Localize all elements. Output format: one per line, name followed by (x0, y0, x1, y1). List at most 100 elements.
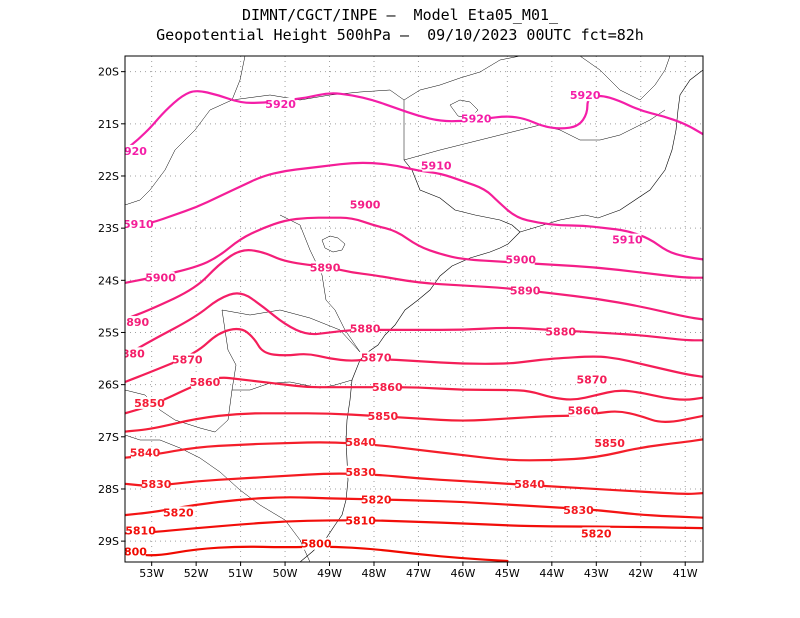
state-border (221, 309, 361, 353)
contour-label: 5810 (125, 525, 156, 538)
contour-label-bg (164, 506, 193, 519)
contour-label: 5910 (612, 234, 643, 247)
contour-label: 5910 (123, 218, 154, 231)
contour-label: 5890 (119, 316, 150, 329)
contour-label-bg (506, 253, 535, 266)
contour-label-bg (595, 437, 624, 450)
contour-5910 (125, 161, 703, 261)
contour-5870 (125, 327, 703, 384)
contour-label-bg (131, 446, 160, 459)
contour-label: 5870 (577, 373, 608, 386)
coastline-north (519, 69, 703, 233)
contour-label: 5820 (163, 506, 194, 519)
contour-label-bg (135, 396, 164, 409)
contour-label-bg (125, 144, 146, 157)
contour-lines (125, 90, 703, 562)
contour-5810 (125, 519, 703, 535)
coastline (299, 159, 521, 562)
tick-label-lat: 24S (98, 274, 119, 287)
contour-label: 5920 (461, 113, 492, 126)
contour-5890 (125, 249, 703, 321)
tick-label-lat: 26S (98, 379, 119, 392)
contour-label-bg (373, 381, 402, 394)
contour-5820 (125, 496, 703, 519)
contour-label-bg (125, 316, 148, 329)
state-border (279, 214, 361, 353)
contour-label-bg (362, 351, 391, 364)
contour-labels: 5920 5920 5920 5920 5910 5910 5910 5900 5900 5900… (116, 89, 643, 559)
contour-label-bg (346, 514, 375, 527)
contour-label: 5860 (372, 381, 403, 394)
contour-label-bg (346, 436, 375, 449)
tick-label-lon: 47W (406, 567, 431, 580)
contour-label-bg (142, 477, 171, 490)
tick-label-lon: 46W (450, 567, 475, 580)
contour-label: 5840 (345, 436, 376, 449)
contour-label: 5860 (190, 376, 221, 389)
contour-label-bg (462, 112, 491, 125)
contour-label-bg (511, 284, 540, 297)
tick-label-lat: 22S (98, 170, 119, 183)
contour-label-bg (346, 465, 375, 478)
contour-label-bg (126, 524, 155, 537)
contour-label-bg (546, 325, 575, 338)
contour-label: 5910 (421, 160, 452, 173)
grid-lines (125, 56, 703, 562)
contour-label: 5830 (141, 478, 172, 491)
contour-label-bg (368, 409, 397, 422)
tick-label-lat: 27S (98, 431, 119, 444)
contour-label-bg (571, 89, 600, 102)
contour-label: 5860 (568, 405, 599, 418)
contour-label: 5850 (594, 437, 625, 450)
contour-label-bg (191, 376, 220, 389)
tick-label-lat: 28S (98, 483, 119, 496)
axis-ticks: 53W 52W 51W 50W 49W 48W 47W 46W 45W 44W 43W 42W 41W 2… (98, 66, 698, 580)
contour-label: 5870 (361, 352, 392, 365)
tick-label-lat: 25S (98, 326, 119, 339)
state-border (125, 56, 246, 206)
country-border (221, 309, 229, 351)
country-border (125, 389, 229, 433)
country-border (125, 434, 311, 562)
contour-label-bg (125, 347, 144, 360)
contour-label-bg (577, 373, 606, 386)
contour-label: 5840 (130, 446, 161, 459)
tick-label-lon: 49W (317, 567, 342, 580)
contour-label: 5890 (310, 261, 341, 274)
plot-frame (124, 55, 704, 563)
title-line-1: DIMNT/CGCT/INPE – Model Eta05_M01_ (241, 6, 559, 24)
lagoon (321, 235, 346, 253)
tick-label-lon: 42W (628, 567, 653, 580)
contour-label: 5900 (145, 272, 176, 285)
tick-label-lat: 29S (98, 535, 119, 548)
contour-label: 5880 (545, 325, 576, 338)
contour-label-bg (125, 217, 153, 230)
tick-label-lat: 21S (98, 118, 119, 131)
state-border (579, 56, 671, 101)
tick-label-lon: 41W (673, 567, 698, 580)
contour-label: 5850 (368, 410, 399, 423)
contour-label: 5870 (172, 354, 203, 367)
contour-label: 5840 (514, 478, 545, 491)
contour-label: 5820 (361, 493, 392, 506)
contour-label-bg (351, 198, 380, 211)
title-line-2: Geopotential Height 500hPa – 09/10/2023 … (156, 26, 644, 44)
tick-label-lon: 51W (228, 567, 253, 580)
contour-label: 5920 (116, 145, 147, 158)
contour-label-bg (173, 353, 202, 366)
contour-label-bg (302, 537, 331, 550)
tick-label-lon: 43W (584, 567, 609, 580)
contour-label: 5920 (570, 89, 601, 102)
contour-5830 (125, 472, 703, 495)
contour-label: 5890 (510, 285, 541, 298)
tick-label-lon: 48W (362, 567, 387, 580)
contour-label-bg (568, 404, 597, 417)
contour-label-bg (351, 322, 380, 335)
contour-5840 (125, 438, 703, 462)
contour-label: 5850 (134, 397, 165, 410)
contour-label: 5800 (116, 546, 147, 559)
tick-label-lon: 50W (273, 567, 298, 580)
lake (449, 99, 479, 119)
contour-label-bg (362, 493, 391, 506)
